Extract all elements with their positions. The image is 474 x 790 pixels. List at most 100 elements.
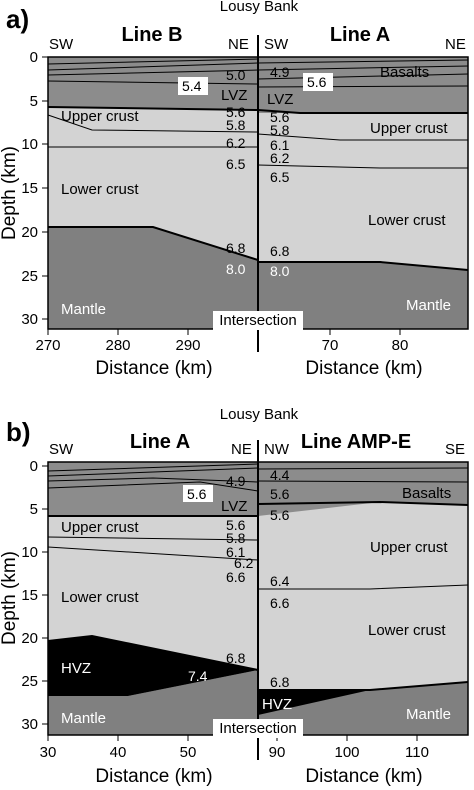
panel-a-y-tick-label: 20 (21, 224, 38, 241)
panel-b-interfaces (47, 463, 469, 691)
panel-a-right-dir-w: SW (264, 36, 289, 53)
panel-a-x-tick-label: 290 (175, 337, 200, 354)
panel-a-x-axis-label-left: Distance (km) (95, 358, 212, 379)
panel-a-velocity-label-right: 4.9 (270, 64, 290, 80)
panel-a-mantle-right-label: Mantle (406, 297, 451, 314)
panel-a-lower-crust-right-label: Lower crust (368, 212, 446, 229)
panel-b-mantle-left-label: Mantle (61, 710, 106, 727)
panel-b-y-tick-label: 30 (21, 716, 38, 733)
panel-a-x-tick-label: 80 (392, 337, 409, 354)
panel-a-y-axis-label: Depth (km) (0, 146, 20, 240)
panel-b-left-dir-e: NE (231, 441, 252, 458)
panel-b-upper-crust-right-label: Upper crust (370, 539, 448, 556)
panel-a-velocity-label-right: 6.5 (270, 169, 290, 185)
panel-b-y-ticks (42, 465, 48, 725)
panel-b-intersection-box (213, 719, 303, 738)
panel-b-hvz-left (48, 636, 258, 696)
panel-a-velocity-box (303, 73, 333, 91)
panel-b-intersection-label: Intersection (219, 720, 297, 737)
panel-a-left-dir-w: SW (49, 36, 74, 53)
panel-a-intersection-box (213, 311, 303, 330)
panel-a-velocity-label-left: 5.6 (226, 104, 246, 120)
panel-b-y-tick-label: 10 (21, 544, 38, 561)
panel-a-velocity-label-left: 8.0 (226, 261, 246, 277)
panel-a-x-tick-label: 280 (105, 337, 130, 354)
panel-a-interfaces (47, 58, 469, 271)
panel-b-y-tick-label: 20 (21, 630, 38, 647)
panel-b-basalts-label: Basalts (402, 485, 451, 502)
panel-a-site-title: Lousy Bank (220, 0, 299, 15)
panel-b-x-axis-label-right: Distance (km) (305, 766, 422, 787)
panel-b-left-line-title: Line A (130, 431, 190, 453)
panel-a-left-dir-e: NE (228, 36, 249, 53)
panel-a-right-dir-e: NE (445, 36, 466, 53)
panel-a-intersection-label: Intersection (219, 312, 297, 329)
panel-b-velocity-label-left: 4.9 (226, 473, 246, 489)
panel-b-y-tick-label: 0 (30, 458, 38, 475)
panel-b-velocity-label-left: 5.6 (226, 517, 246, 533)
panel-b-velocity-label-right: 4.4 (270, 467, 290, 483)
panel-a-velocity-label-right: 5.6 (270, 109, 290, 125)
panel-a-y-tick-label: 10 (21, 136, 38, 153)
panel-b-velocity-label-right: 6.4 (270, 573, 290, 589)
panel-a-velocity-label-right: 5.6 (307, 74, 327, 90)
panel-a-y-tick-label: 5 (30, 93, 38, 110)
panel-b-velocity-label-left: 6.1 (226, 544, 246, 560)
panel-b-velocity-label-left: 7.4 (188, 668, 208, 684)
panel-b-right-dir-e: SE (445, 441, 465, 458)
panel-b-lower-crust-left-label: Lower crust (61, 589, 139, 606)
panel-a-velocity-label-right: 5.8 (270, 122, 290, 138)
panel-a-left-line-title: Line B (121, 24, 182, 46)
panel-a-velocity-box (178, 77, 208, 95)
panel-b-hvz-right-label: HVZ (262, 696, 292, 713)
panel-a-velocity-label-right: 6.2 (270, 150, 290, 166)
panel-a-lower-crust-left-label: Lower crust (61, 181, 139, 198)
panel-b-velocity-label-right: 5.6 (270, 486, 290, 502)
panel-b-y-tick-label: 15 (21, 587, 38, 604)
panel-a-velocity-label-right: 6.1 (270, 137, 290, 153)
panel-b-site-title: Lousy Bank (220, 406, 299, 423)
panel-b-lower-crust-right-label: Lower crust (368, 622, 446, 639)
panel-b-x-tick-label: 90 (269, 744, 286, 761)
panel-a-lvz-right-label: LVZ (267, 91, 293, 108)
panel-b-hvz-left-label: HVZ (61, 660, 91, 677)
panel-a-basalts-label: Basalts (380, 64, 429, 81)
panel-b-velocity-label-right: 6.6 (270, 595, 290, 611)
panel-b-right-dir-w: NW (264, 441, 290, 458)
panel-a-velocity-label-right: 6.8 (270, 243, 290, 259)
panel-a-velocity-label-left: 5.4 (182, 78, 202, 94)
panel-b: b) Lousy Bank SW Line A NE NW Line AMP-E… (0, 406, 469, 787)
panel-b-velocity-label-right: 6.8 (270, 674, 290, 690)
panel-b-lvz-label: LVZ (221, 498, 247, 515)
panel-a-mantle-right (258, 262, 468, 329)
panel-a-right-line-title: Line A (330, 24, 390, 46)
panel-b-y-tick-label: 5 (30, 501, 38, 518)
panel-b-velocity-label-left: 6.2 (234, 555, 254, 571)
panel-a-x-tick-label: 270 (35, 337, 60, 354)
panel-b-right-line-title: Line AMP-E (301, 431, 411, 453)
panel-a-x-ticks (47, 329, 401, 335)
panel-b-x-tick-label: 40 (110, 744, 127, 761)
panel-a-velocity-label-left: 6.8 (226, 240, 246, 256)
panel-b-letter: b) (6, 417, 31, 447)
panel-b-upper-crust-left-label: Upper crust (61, 519, 139, 536)
panel-b-mantle-left (48, 670, 258, 735)
panel-b-x-tick-label: 100 (334, 744, 359, 761)
panel-a-velocity-label-left: 6.2 (226, 135, 246, 151)
panel-a-velocity-label-left: 6.5 (226, 156, 246, 172)
panel-b-x-tick-label: 30 (40, 744, 57, 761)
panel-a-y-tick-label: 15 (21, 180, 38, 197)
panel-a-velocity-label-right: 8.0 (270, 263, 290, 279)
panel-b-velocity-box (183, 485, 213, 502)
panel-a-x-axis-label-right: Distance (km) (305, 358, 422, 379)
panel-b-velocity-label-right: 5.6 (270, 507, 290, 523)
panel-b-y-tick-label: 25 (21, 673, 38, 690)
panel-a-y-tick-label: 0 (30, 49, 38, 66)
panel-b-left-dir-w: SW (49, 441, 74, 458)
panel-a-velocity-label-left: 5.8 (226, 117, 246, 133)
panel-a-y-tick-label: 25 (21, 268, 38, 285)
panel-b-y-axis-label: Depth (km) (0, 551, 20, 645)
panel-a-y-ticks (42, 56, 48, 320)
panel-a-velocity-label-left: 5.0 (226, 67, 246, 83)
